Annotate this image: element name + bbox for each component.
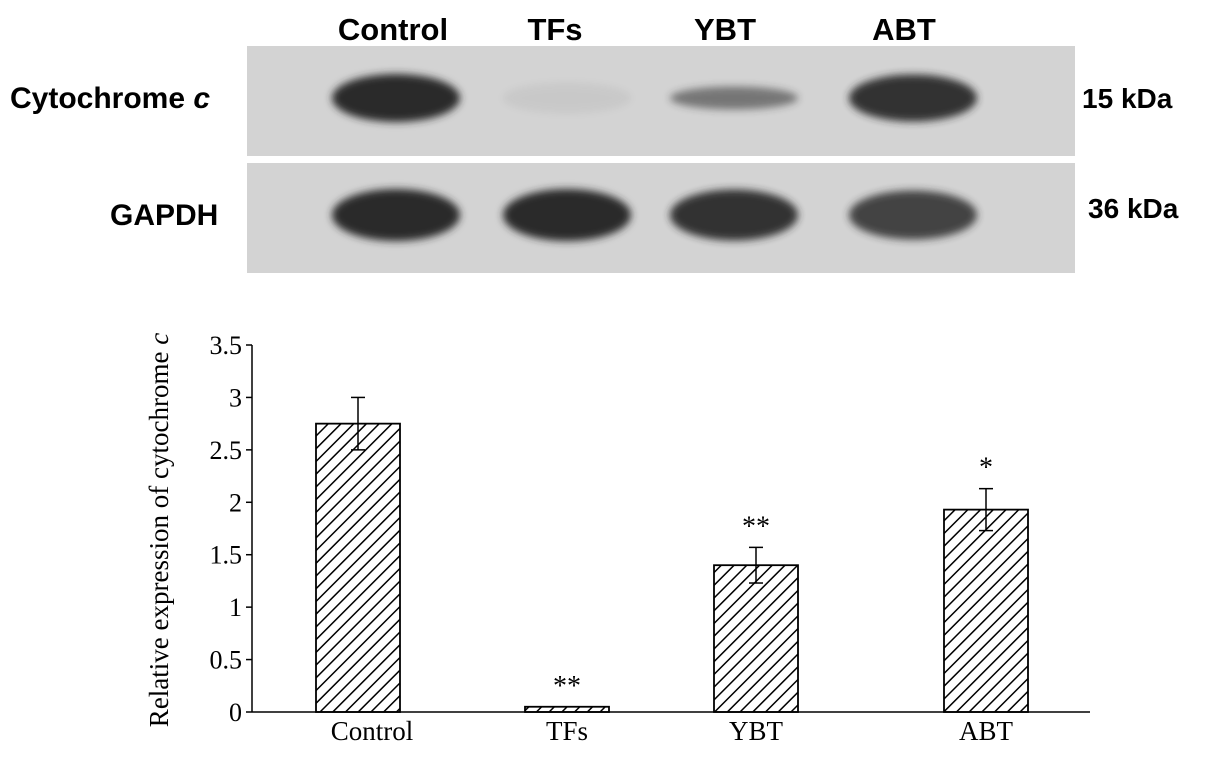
- lane-label-control: Control: [338, 12, 448, 47]
- lane-label-tfs: TFs: [527, 12, 582, 47]
- blot-band-gapdh-ybt: [670, 189, 798, 241]
- significance-annotation-abt: *: [979, 453, 993, 484]
- y-axis-label: Relative expression of cytochrome c: [144, 333, 174, 727]
- y-tick-label: 1: [229, 593, 242, 622]
- y-tick-label: 2: [229, 488, 242, 517]
- bar-abt: [943, 508, 1029, 713]
- row-label-gapdh: GAPDH: [110, 199, 218, 232]
- error-bar-ybt: [749, 546, 763, 584]
- significance-annotation-tfs: **: [553, 671, 581, 702]
- y-tick-label: 2.5: [210, 436, 243, 465]
- blot-band-cytochrome-c-abt: [849, 74, 977, 122]
- lane-label-ybt: YBT: [694, 12, 756, 47]
- blot-band-cytochrome-c-control: [332, 74, 460, 122]
- x-tick-label-ybt: YBT: [729, 716, 784, 746]
- blot-band-cytochrome-c-tfs: [503, 83, 631, 113]
- blot-band-gapdh-tfs: [503, 189, 631, 241]
- y-tick-label: 3: [229, 383, 242, 412]
- x-tick-label-control: Control: [331, 716, 414, 746]
- significance-annotation-ybt: **: [742, 511, 770, 542]
- y-tick-label: 3.5: [210, 331, 243, 360]
- blot-band-cytochrome-c-ybt: [670, 86, 798, 110]
- marker-label-36kda: 36 kDa: [1088, 193, 1179, 224]
- bar-tfs: [524, 705, 610, 713]
- error-bar-abt: [979, 487, 993, 532]
- x-tick-label-abt: ABT: [959, 716, 1014, 746]
- y-tick-label: 0.5: [210, 646, 243, 675]
- marker-label-15kda: 15 kDa: [1082, 83, 1173, 114]
- bar-ybt: [713, 564, 799, 713]
- blot-band-gapdh-abt: [849, 190, 977, 240]
- bar-chart: ***** 00.511.522.533.5 Control TFs YBT ABT …: [144, 331, 1090, 746]
- lane-label-abt: ABT: [872, 12, 936, 47]
- error-bar-control: [351, 396, 365, 451]
- y-tick-label: 0: [229, 698, 242, 727]
- y-tick-label: 1.5: [210, 541, 243, 570]
- row-label-cytochrome-c: Cytochrome c: [10, 82, 210, 115]
- bar-control: [315, 422, 401, 713]
- blot-band-gapdh-control: [332, 189, 460, 241]
- x-tick-label-tfs: TFs: [546, 716, 588, 746]
- western-blot-panel: Control TFs YBT ABT Cytochrome c GAPDH 1…: [10, 12, 1179, 273]
